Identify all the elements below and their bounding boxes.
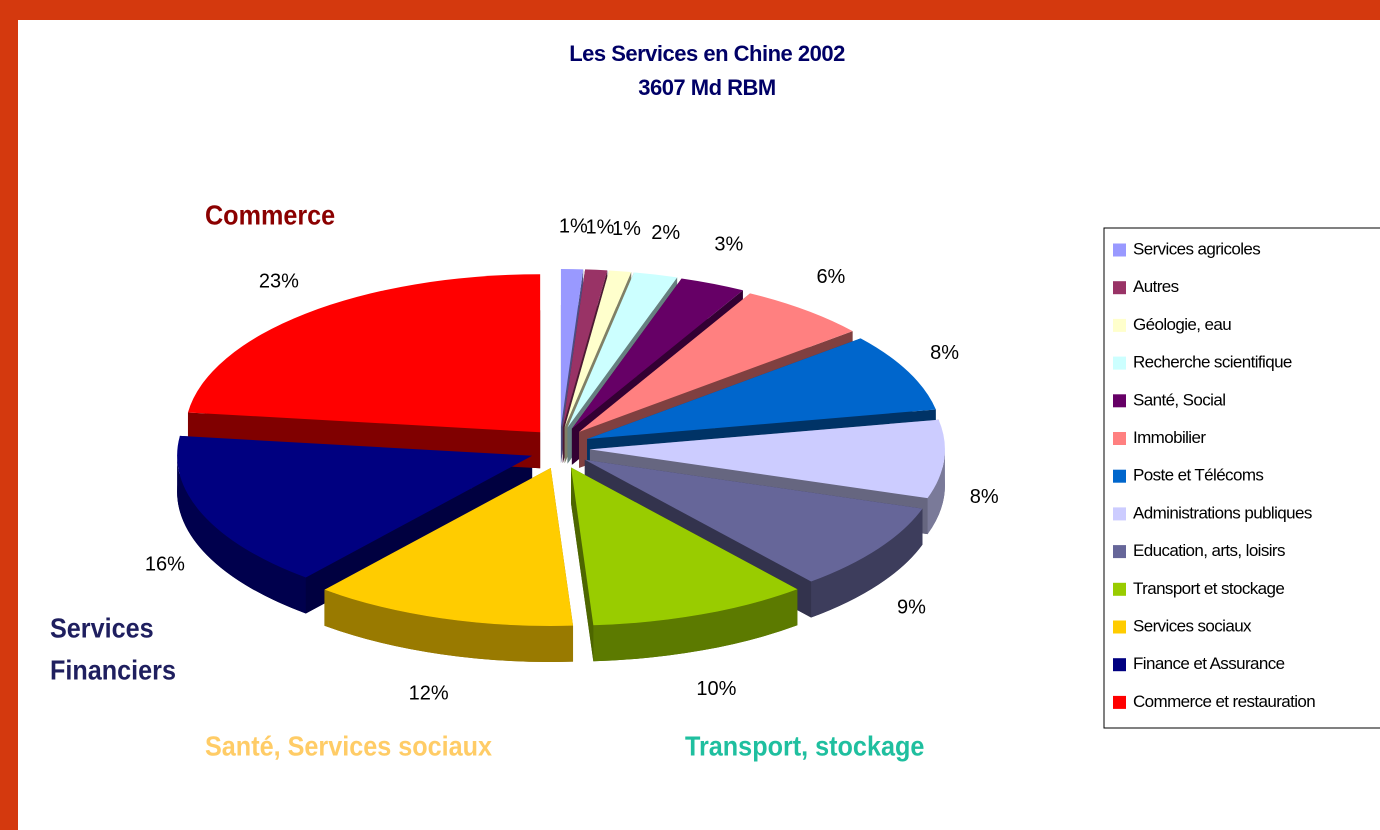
slice-face [571,467,594,662]
annotation: Transport, stockage [685,730,924,762]
pie [177,269,945,662]
legend-swatch [1113,356,1126,370]
slice [187,274,541,433]
legend-swatch [1113,318,1126,332]
data-label: 8% [970,486,999,508]
slice [324,467,574,626]
data-label: 1% [612,218,641,240]
legend-swatch [1113,432,1126,445]
data-label: 6% [816,266,845,288]
slice [571,278,743,429]
legend-swatch [1113,507,1126,521]
legend-swatch [1113,394,1126,408]
slice [567,272,678,428]
data-label: 10% [696,678,736,700]
data-label: 1% [559,215,588,237]
legend-swatch [1113,281,1126,295]
legend-swatch [1113,658,1126,672]
data-label: 8% [930,342,959,364]
slice [587,338,936,440]
slice-side [324,589,574,662]
data-label: 3% [714,233,743,255]
legend-swatch [1113,620,1126,634]
legend-swatch [1113,469,1126,483]
slice [589,419,945,499]
data-label: 23% [259,271,299,293]
legend-swatch [1113,582,1126,596]
legend-label: Finance et Assurance [1133,654,1285,673]
legend-swatch [1113,545,1126,559]
data-label: 9% [897,597,926,619]
slice [571,467,798,626]
legend-label: Santé, Social [1133,390,1225,409]
data-label: 2% [651,222,680,244]
annotation: Financiers [50,654,176,686]
chart-title: Les Services en Chine 2002 [569,41,845,66]
legend-label: Transport et stockage [1133,579,1284,598]
slice-side [593,589,798,662]
legend-label: Services agricoles [1133,239,1260,258]
legend-label: Commerce et restauration [1133,692,1315,711]
legend-box [1103,227,1380,729]
legend-label: Immobilier [1133,428,1206,447]
slice [564,270,632,428]
slice [584,459,923,582]
slice [579,293,853,432]
data-label: 16% [145,554,185,576]
legend-label: Services sociaux [1133,616,1252,635]
data-label: 12% [409,682,449,704]
slice [562,269,608,428]
data-label: 1% [586,216,615,238]
slice-side [927,449,945,535]
annotation: Services [50,612,154,644]
legend-swatch [1113,243,1126,257]
chart-subtitle: 3607 Md RBM [638,75,776,100]
slice [560,269,584,428]
legend-label: Recherche scientifique [1133,353,1292,372]
slice-side [177,455,306,614]
legend-label: Education, arts, loisirs [1133,541,1285,560]
annotation: Santé, Services sociaux [205,730,492,762]
legend-label: Géologie, eau [1133,315,1231,334]
annotation: Commerce [205,199,335,231]
slice [177,435,533,578]
slice-side [811,508,923,618]
legend-label: Administrations publiques [1133,503,1312,522]
legend-swatch [1113,695,1126,709]
legend-label: Autres [1133,277,1179,296]
legend-label: Poste et Télécoms [1133,466,1263,485]
